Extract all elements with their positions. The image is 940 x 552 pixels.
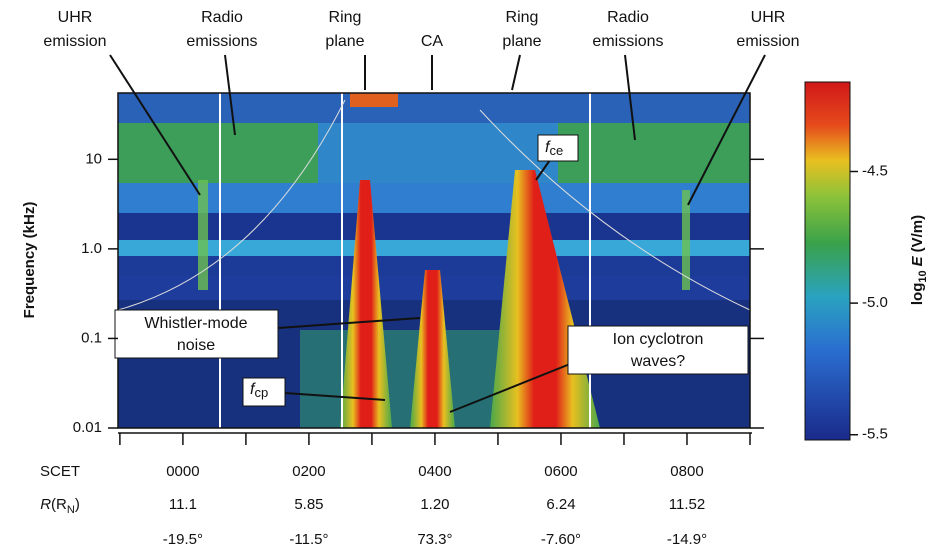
y-axis-label: Frequency (kHz) xyxy=(21,202,38,319)
fce-part: ce xyxy=(549,143,563,158)
r-value: 1.20 xyxy=(420,496,449,513)
arrow xyxy=(512,55,520,90)
annotation: emission xyxy=(736,33,799,50)
annotation: CA xyxy=(421,33,444,50)
figure: Frequency (kHz) SCET R(RN) log10E(V/m) f… xyxy=(0,0,940,552)
r-value: 11.52 xyxy=(669,496,705,513)
row-label: R(RN) xyxy=(40,496,80,516)
colorbar-tick-label: -5.0 xyxy=(862,294,888,311)
annotation: UHR xyxy=(751,9,786,26)
spectrogram-feature xyxy=(300,330,510,428)
annotation: Radio xyxy=(607,9,649,26)
latitude: -11.5° xyxy=(289,531,328,548)
latitude: -7.60° xyxy=(541,531,581,548)
fcp-part: cp xyxy=(254,385,268,400)
spectrogram-feature xyxy=(118,240,750,256)
spectrogram-feature xyxy=(558,123,750,183)
row-label-part: (R xyxy=(51,496,67,513)
row-label: SCET xyxy=(40,463,80,480)
y-tick-label: 1.0 xyxy=(81,240,102,257)
spectrogram-feature xyxy=(350,93,398,107)
colorbar-label-part: (V/m) xyxy=(909,215,926,253)
colorbar-tick-label: -5.5 xyxy=(862,426,888,443)
annotation: Radio xyxy=(201,9,243,26)
annotation: waves? xyxy=(630,353,685,370)
spectrogram-feature xyxy=(118,213,750,240)
x-tick-label: 0600 xyxy=(544,463,577,480)
annotation: plane xyxy=(502,33,541,50)
latitude: 73.3° xyxy=(417,531,452,548)
spectrogram-feature xyxy=(118,93,750,123)
annotation: emissions xyxy=(186,33,257,50)
row-label-part: N xyxy=(67,504,75,516)
y-tick-label: 0.01 xyxy=(73,419,102,436)
colorbar-tick-label: -4.5 xyxy=(862,162,888,179)
annotation: Ring xyxy=(329,9,362,26)
row-label-part: ) xyxy=(75,496,80,513)
annotation: noise xyxy=(177,337,215,354)
r-value: 5.85 xyxy=(294,496,323,513)
y-tick-label: 10 xyxy=(85,150,102,167)
spectrogram-feature xyxy=(118,123,318,183)
colorbar-label: log10 E (V/m) xyxy=(909,215,929,305)
x-tick-label: 0000 xyxy=(166,463,199,480)
colorbar-label-part: 10 xyxy=(917,270,929,282)
spectrogram-feature xyxy=(118,183,750,213)
r-value: 11.1 xyxy=(169,496,197,513)
x-tick-label: 0200 xyxy=(292,463,325,480)
annotation: Ring xyxy=(506,9,539,26)
annotation: UHR xyxy=(58,9,93,26)
annotation: emissions xyxy=(592,33,663,50)
x-tick-label: 0800 xyxy=(670,463,703,480)
row-label-part: R xyxy=(40,496,51,513)
annotation: Ion cyclotron xyxy=(613,331,704,348)
colorbar xyxy=(805,82,850,440)
colorbar-label-part: log xyxy=(909,283,926,306)
annotation: plane xyxy=(325,33,364,50)
colorbar-label-part: E xyxy=(909,255,926,266)
y-tick-label: 0.1 xyxy=(81,329,102,346)
x-tick-label: 0400 xyxy=(418,463,451,480)
annotation: emission xyxy=(43,33,106,50)
r-value: 6.24 xyxy=(546,496,575,513)
spectrogram xyxy=(118,93,750,428)
latitude: -19.5° xyxy=(163,531,203,548)
latitude: -14.9° xyxy=(667,531,707,548)
annotation: Whistler-mode xyxy=(144,315,247,332)
